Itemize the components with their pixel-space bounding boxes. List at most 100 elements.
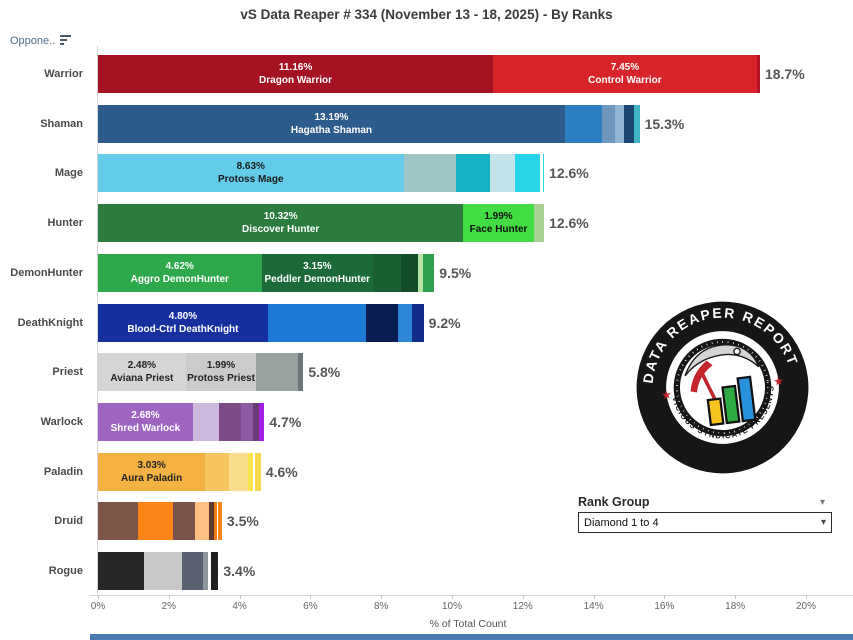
x-axis-tick-label: 6% xyxy=(303,601,318,612)
segment[interactable] xyxy=(540,154,543,192)
segment[interactable] xyxy=(533,204,545,242)
segment[interactable] xyxy=(202,552,208,590)
segment-label: 11.16% Dragon Warrior xyxy=(259,62,333,86)
total-label-priest: 5.8% xyxy=(308,364,341,380)
bar-paladin: 3.03% Aura Paladin xyxy=(98,453,261,491)
segment[interactable] xyxy=(98,502,138,540)
segment[interactable] xyxy=(624,105,634,143)
rank-group-selected-value[interactable]: Diamond 1 to 4 xyxy=(584,516,659,529)
segment[interactable] xyxy=(418,254,423,292)
row-label-hunter[interactable]: Hunter xyxy=(47,217,83,229)
x-axis-tick-label: 12% xyxy=(512,601,533,612)
segment[interactable] xyxy=(564,105,603,143)
segment[interactable] xyxy=(422,254,435,292)
segment[interactable] xyxy=(633,105,640,143)
row-label-shaman[interactable]: Shaman xyxy=(40,118,83,130)
row-label-warlock[interactable]: Warlock xyxy=(40,416,83,428)
column-header[interactable]: Oppone.. xyxy=(10,34,72,47)
segment[interactable] xyxy=(614,105,625,143)
x-axis-tick xyxy=(452,595,453,599)
segment[interactable] xyxy=(182,552,203,590)
segment-dragon-warrior[interactable]: 11.16% Dragon Warrior xyxy=(98,55,494,93)
segment-label: 1.99% Face Hunter xyxy=(469,211,528,235)
segment[interactable] xyxy=(515,154,541,192)
x-axis-tick-label: 2% xyxy=(161,601,177,612)
segment[interactable] xyxy=(213,502,217,540)
logo-star-left-icon: ★ xyxy=(661,388,673,402)
segment-aura-paladin[interactable]: 3.03% Aura Paladin xyxy=(98,453,206,491)
row-label-priest[interactable]: Priest xyxy=(52,366,83,378)
column-header-label[interactable]: Oppone.. xyxy=(10,35,56,47)
segment[interactable] xyxy=(98,552,145,590)
sort-icon[interactable] xyxy=(60,34,72,45)
x-axis-line xyxy=(90,595,853,596)
segment[interactable] xyxy=(248,453,254,491)
segment[interactable] xyxy=(398,304,412,342)
segment[interactable] xyxy=(401,254,419,292)
segment[interactable] xyxy=(173,502,196,540)
segment[interactable] xyxy=(253,403,260,441)
segment-control-warrior[interactable]: 7.45% Control Warrior xyxy=(493,55,757,93)
segment[interactable] xyxy=(253,453,256,491)
x-axis-title: % of Total Count xyxy=(429,618,507,630)
row-label-paladin[interactable]: Paladin xyxy=(43,466,83,478)
segment-aviana-priest[interactable]: 2.48% Aviana Priest xyxy=(98,353,186,391)
segment[interactable] xyxy=(297,353,304,391)
segment-protoss-mage[interactable]: 8.63% Protoss Mage xyxy=(98,154,404,192)
segment[interactable] xyxy=(756,55,760,93)
segment-protoss-priest[interactable]: 1.99% Protoss Priest xyxy=(185,353,257,391)
segment[interactable] xyxy=(137,502,174,540)
segment[interactable] xyxy=(256,353,298,391)
segment-face-hunter[interactable]: 1.99% Face Hunter xyxy=(463,204,534,242)
segment[interactable] xyxy=(228,453,249,491)
segment[interactable] xyxy=(259,403,265,441)
rank-group-menu-caret-icon[interactable]: ▾ xyxy=(820,497,826,508)
segment[interactable] xyxy=(373,254,402,292)
segment[interactable] xyxy=(240,403,254,441)
bar-warrior: 11.16% Dragon Warrior 7.45% Control Warrior xyxy=(98,55,760,93)
row-label-druid[interactable]: Druid xyxy=(54,515,83,527)
bottom-scrollbar[interactable] xyxy=(90,634,853,640)
segment-hagatha-shaman[interactable]: 13.19% Hagatha Shaman xyxy=(98,105,565,143)
scythe-blade-icon xyxy=(690,360,713,393)
bar-deathknight: 4.80% Blood-Ctrl DeathKnight xyxy=(98,304,424,342)
row-label-deathknight[interactable]: DeathKnight xyxy=(17,317,83,329)
logo-perforation-dots xyxy=(675,340,770,435)
segment[interactable] xyxy=(255,453,261,491)
segment[interactable] xyxy=(542,154,544,192)
segment-blood-ctrl-deathknight[interactable]: 4.80% Blood-Ctrl DeathKnight xyxy=(98,304,268,342)
segment-aggro-demonhunter[interactable]: 4.62% Aggro DemonHunter xyxy=(98,254,262,292)
row-label-rogue[interactable]: Rogue xyxy=(48,565,83,577)
x-axis-tick xyxy=(735,595,737,599)
total-label-rogue: 3.4% xyxy=(223,563,256,579)
segment[interactable] xyxy=(205,453,229,491)
x-axis-tick-label: 10% xyxy=(441,601,462,612)
row-label-demonhunter[interactable]: DemonHunter xyxy=(10,267,83,279)
segment[interactable] xyxy=(267,304,366,342)
segment[interactable] xyxy=(209,502,214,540)
bar-priest: 2.48% Aviana Priest 1.99% Protoss Priest xyxy=(98,353,304,391)
segment[interactable] xyxy=(216,502,219,540)
x-axis-tick-label: 8% xyxy=(373,601,389,612)
segment-shred-warlock[interactable]: 2.68% Shred Warlock xyxy=(98,403,193,441)
segment-discover-hunter[interactable]: 10.32% Discover Hunter xyxy=(98,204,464,242)
row-label-mage[interactable]: Mage xyxy=(54,167,83,179)
segment[interactable] xyxy=(207,552,212,590)
x-axis-tick xyxy=(310,595,312,599)
segment[interactable] xyxy=(192,403,220,441)
segment-peddler-demonhunter[interactable]: 3.15% Peddler DemonHunter xyxy=(261,254,374,292)
x-axis-tick xyxy=(381,595,383,599)
rank-group-dropdown[interactable]: Diamond 1 to 4 ▾ xyxy=(578,512,832,533)
segment[interactable] xyxy=(365,304,399,342)
segment[interactable] xyxy=(144,552,183,590)
segment[interactable] xyxy=(218,502,222,540)
segment[interactable] xyxy=(455,154,490,192)
segment[interactable] xyxy=(602,105,615,143)
segment[interactable] xyxy=(489,154,516,192)
segment[interactable] xyxy=(403,154,456,192)
segment[interactable] xyxy=(195,502,210,540)
segment[interactable] xyxy=(211,552,219,590)
segment[interactable] xyxy=(411,304,424,342)
row-label-warrior[interactable]: Warrior xyxy=(44,68,83,80)
segment[interactable] xyxy=(219,403,241,441)
